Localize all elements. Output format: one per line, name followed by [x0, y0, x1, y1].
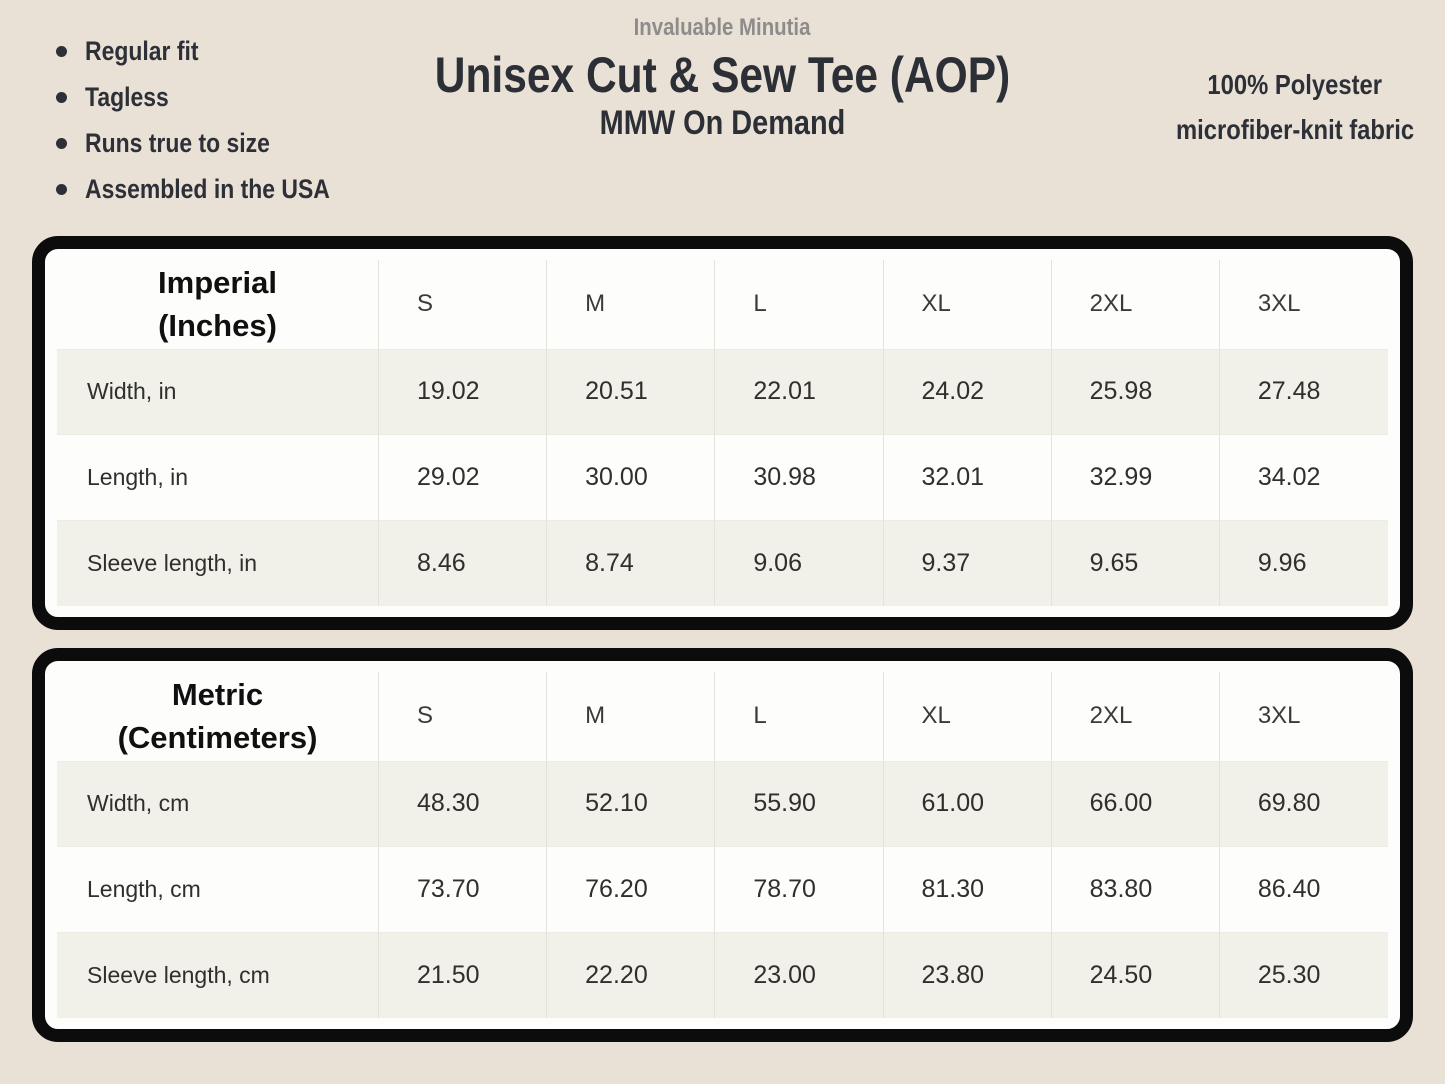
- size-column-header: XL: [883, 672, 1052, 762]
- size-value: 81.30: [883, 847, 1052, 933]
- size-value: 22.01: [715, 349, 884, 436]
- size-value: 9.96: [1219, 520, 1388, 606]
- size-value: 73.70: [379, 847, 548, 933]
- size-value: 9.06: [715, 520, 884, 606]
- feature-text: Regular fit: [85, 36, 199, 66]
- feature-item: Assembled in the USA: [56, 174, 373, 205]
- size-value: 19.02: [379, 349, 548, 436]
- size-value: 30.00: [547, 435, 716, 521]
- imperial-size-table: Imperial (Inches) S M L XL 2XL 3XL Width…: [57, 260, 1388, 606]
- size-value: 78.70: [715, 847, 884, 933]
- imperial-table-frame: Imperial (Inches) S M L XL 2XL 3XL Width…: [32, 236, 1413, 630]
- unit-header-cell: Imperial (Inches): [57, 260, 379, 350]
- feature-list: Regular fit Tagless Runs true to size As…: [56, 36, 373, 205]
- size-value: 8.74: [547, 520, 716, 606]
- size-column-header: L: [715, 260, 884, 350]
- row-header: Width, cm: [57, 761, 379, 848]
- size-column-header: L: [715, 672, 884, 762]
- size-column-header: S: [379, 260, 548, 350]
- feature-item: Runs true to size: [56, 128, 373, 159]
- size-column-header: 2XL: [1051, 672, 1220, 762]
- row-header: Length, in: [57, 435, 379, 521]
- size-value: 69.80: [1219, 761, 1388, 848]
- fabric-info: 100% Polyester microfiber-knit fabric: [1145, 62, 1445, 153]
- size-value: 32.01: [883, 435, 1052, 521]
- feature-item: Tagless: [56, 82, 373, 113]
- size-column-header: 3XL: [1219, 672, 1388, 762]
- size-value: 32.99: [1051, 435, 1220, 521]
- size-column-header: M: [547, 260, 716, 350]
- size-value: 24.50: [1051, 932, 1220, 1018]
- size-value: 22.20: [547, 932, 716, 1018]
- size-value: 25.30: [1219, 932, 1388, 1018]
- size-value: 83.80: [1051, 847, 1220, 933]
- page-subtitle: MMW On Demand: [599, 104, 846, 142]
- size-value: 61.00: [883, 761, 1052, 848]
- size-value: 86.40: [1219, 847, 1388, 933]
- size-column-header: 3XL: [1219, 260, 1388, 350]
- size-column-header: S: [379, 672, 548, 762]
- size-value: 23.80: [883, 932, 1052, 1018]
- size-value: 20.51: [547, 349, 716, 436]
- feature-text: Tagless: [85, 82, 169, 112]
- size-column-header: 2XL: [1051, 260, 1220, 350]
- size-value: 34.02: [1219, 435, 1388, 521]
- size-value: 76.20: [547, 847, 716, 933]
- bullet-dot-icon: [56, 46, 67, 57]
- row-header: Length, cm: [57, 847, 379, 933]
- size-value: 9.65: [1051, 520, 1220, 606]
- size-value: 21.50: [379, 932, 548, 1018]
- feature-text: Assembled in the USA: [85, 174, 330, 204]
- row-header: Sleeve length, cm: [57, 932, 379, 1018]
- bullet-dot-icon: [56, 184, 67, 195]
- feature-text: Runs true to size: [85, 128, 270, 158]
- size-value: 8.46: [379, 520, 548, 606]
- feature-item: Regular fit: [56, 36, 373, 67]
- size-value: 9.37: [883, 520, 1052, 606]
- unit-label-line1: Metric: [171, 676, 264, 712]
- bullet-dot-icon: [56, 138, 67, 149]
- title-block: Invaluable Minutia Unisex Cut & Sew Tee …: [0, 14, 1445, 143]
- size-value: 30.98: [715, 435, 884, 521]
- size-column-header: M: [547, 672, 716, 762]
- size-value: 27.48: [1219, 349, 1388, 436]
- unit-label-line1: Imperial: [158, 264, 277, 300]
- size-value: 55.90: [715, 761, 884, 848]
- unit-label-line2: (Inches): [158, 308, 277, 344]
- row-header: Width, in: [57, 349, 379, 436]
- size-value: 23.00: [715, 932, 884, 1018]
- metric-table-frame: Metric (Centimeters) S M L XL 2XL 3XL Wi…: [32, 648, 1413, 1042]
- size-value: 48.30: [379, 761, 548, 848]
- size-column-header: XL: [883, 260, 1052, 350]
- unit-label-line2: (Centimeters): [117, 720, 318, 756]
- metric-size-table: Metric (Centimeters) S M L XL 2XL 3XL Wi…: [57, 672, 1388, 1018]
- fabric-line-1: 100% Polyester: [1207, 69, 1383, 100]
- bullet-dot-icon: [56, 92, 67, 103]
- size-value: 66.00: [1051, 761, 1220, 848]
- size-value: 52.10: [547, 761, 716, 848]
- size-value: 29.02: [379, 435, 548, 521]
- brand-name: Invaluable Minutia: [634, 14, 811, 41]
- page-title: Unisex Cut & Sew Tee (AOP): [434, 47, 1011, 103]
- size-value: 24.02: [883, 349, 1052, 436]
- fabric-line-2: microfiber-knit fabric: [1175, 114, 1415, 146]
- size-value: 25.98: [1051, 349, 1220, 436]
- unit-header-cell: Metric (Centimeters): [57, 672, 379, 762]
- row-header: Sleeve length, in: [57, 520, 379, 606]
